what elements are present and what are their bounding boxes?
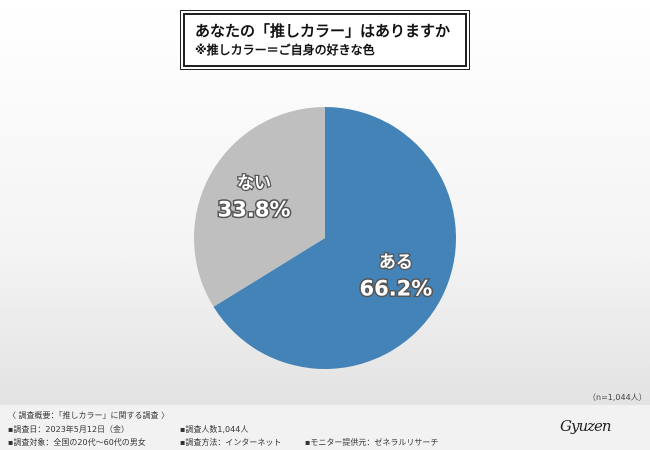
pie-category-label-2: ない (237, 173, 271, 193)
survey-date: ▪調査日：2023年5月12日（金） (8, 425, 130, 434)
pie-value-label-1: 66.2% (359, 277, 432, 301)
chart-subtitle: ※推しカラー＝ご自身の好きな色 (195, 43, 375, 57)
pie-chart: ある 66.2% ない 33.8% (194, 107, 456, 370)
pie-category-label-1: ある (379, 253, 413, 273)
chart-title-box: あなたの「推しカラー」はありますか ※推しカラー＝ご自身の好きな色 (180, 10, 470, 70)
survey-footer: 〈 調査概要：「推しカラー」に関する調査 〉 ▪調査日：2023年5月12日（金… (0, 405, 650, 450)
survey-heading: 〈 調査概要：「推しカラー」に関する調査 〉 (8, 411, 170, 420)
pie-slice-2 (194, 107, 325, 307)
pie-slice-1 (213, 107, 456, 370)
survey-method: ▪調査方法：インターネット (180, 438, 282, 447)
pie-value-label-2: 33.8% (218, 197, 291, 221)
survey-provider: ▪モニター提供元：ゼネラルリサーチ (305, 438, 439, 447)
survey-respondents: ▪調査人数1,044人 (180, 425, 249, 434)
survey-target: ▪調査対象：全国の20代～60代の男女 (8, 438, 146, 447)
chart-title: あなたの「推しカラー」はありますか (195, 22, 451, 40)
sample-size-note: （n=1,044人） (588, 393, 647, 402)
brand-logo: Gyuzen (560, 417, 612, 435)
